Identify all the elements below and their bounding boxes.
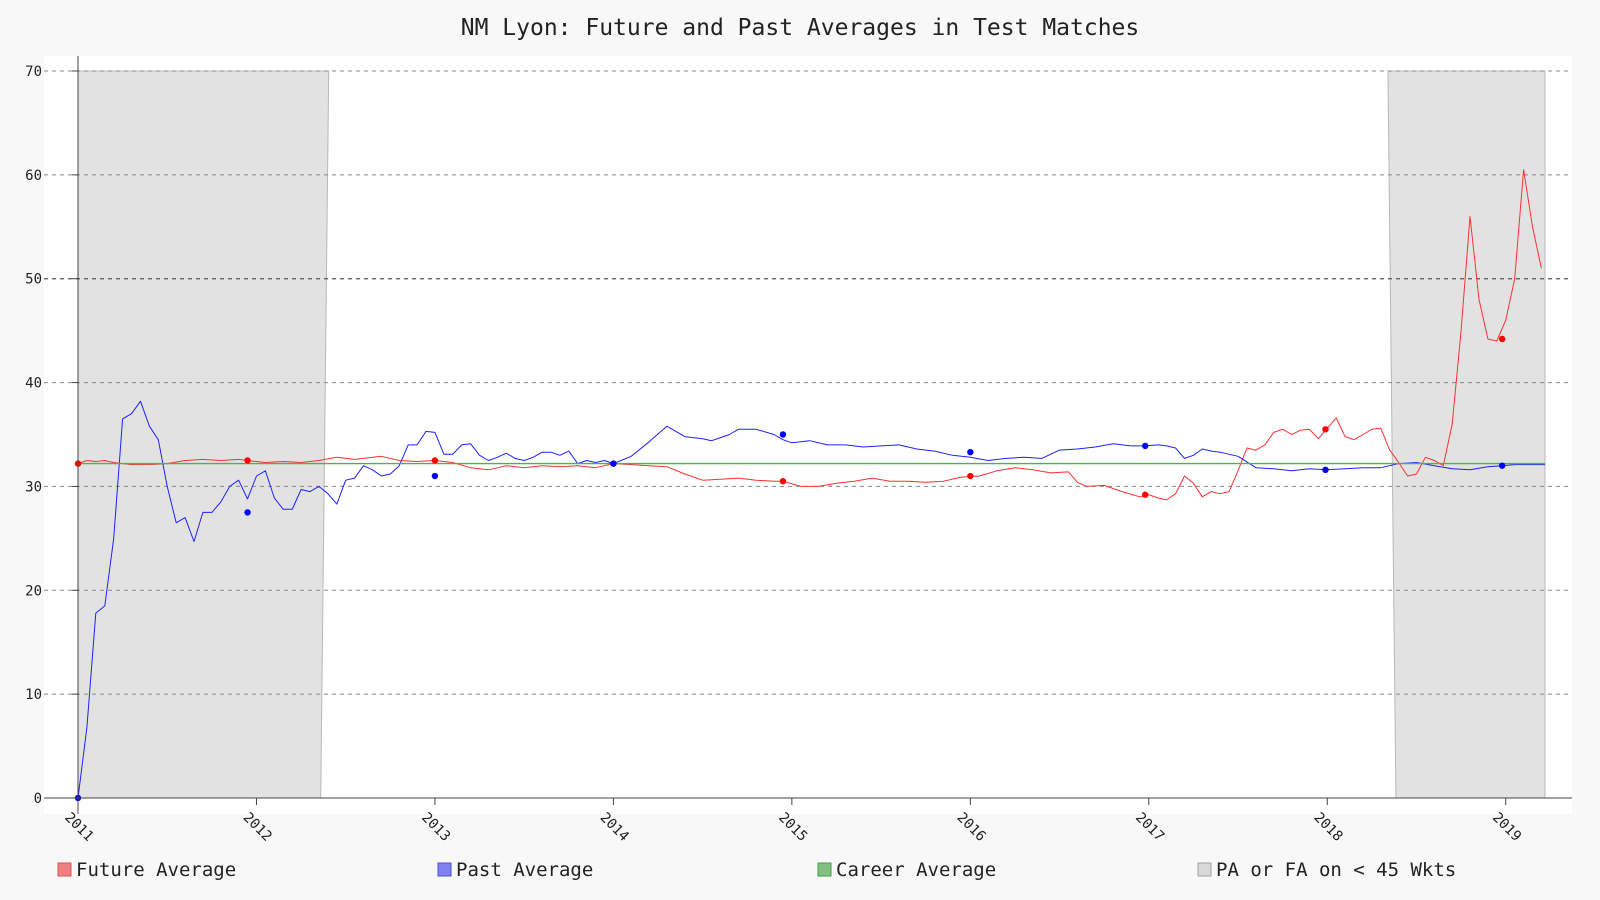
y-tick-label-50: 50 bbox=[25, 272, 42, 288]
shaded-region-1 bbox=[77, 70, 330, 799]
future-average-marker-3 bbox=[431, 457, 439, 464]
past-average-marker-7 bbox=[1142, 442, 1149, 450]
y-tick-label-10: 10 bbox=[25, 687, 42, 703]
series-lines bbox=[77, 169, 1545, 799]
past-average-line bbox=[77, 400, 1545, 799]
past-average-marker-5 bbox=[779, 431, 787, 438]
past-average-marker-3 bbox=[431, 472, 439, 480]
y-tick-label-30: 30 bbox=[25, 479, 42, 495]
y-tick-label-70: 70 bbox=[25, 64, 42, 80]
past-average-marker-6 bbox=[967, 448, 974, 456]
series-markers bbox=[74, 335, 1506, 802]
chart-title: NM Lyon: Future and Past Averages in Tes… bbox=[461, 15, 1140, 41]
past-average-marker-8 bbox=[1322, 466, 1329, 474]
legend-swatch-2 bbox=[437, 862, 452, 877]
past-average-marker-2 bbox=[244, 509, 251, 516]
legend-label-3: Career Average bbox=[836, 859, 996, 881]
legend-label-4: PA or FA on < 45 Wkts bbox=[1216, 859, 1456, 881]
future-average-marker-2 bbox=[244, 457, 251, 464]
y-tick-label-20: 20 bbox=[25, 583, 42, 599]
legend-label-1: Future Average bbox=[76, 859, 236, 881]
y-tick-label-0: 0 bbox=[34, 791, 42, 807]
future-average-line bbox=[77, 169, 1542, 501]
future-average-marker-6 bbox=[967, 472, 974, 480]
past-average-marker-9 bbox=[1498, 462, 1506, 469]
past-average-marker-4 bbox=[610, 460, 617, 467]
shaded-region-2 bbox=[1387, 70, 1546, 799]
future-average-marker-5 bbox=[779, 478, 787, 485]
legend: Future Average Past Average Career Average… bbox=[57, 859, 1456, 881]
legend-swatch-4 bbox=[1197, 862, 1212, 877]
future-average-marker-9 bbox=[1498, 335, 1506, 343]
legend-label-2: Past Average bbox=[456, 859, 593, 881]
y-tick-label-60: 60 bbox=[25, 168, 42, 184]
future-average-marker-7 bbox=[1142, 491, 1149, 498]
y-tick-label-40: 40 bbox=[25, 376, 42, 392]
future-average-marker-8 bbox=[1322, 426, 1329, 433]
legend-swatch-3 bbox=[817, 862, 832, 877]
y-axis-ticks: 0 10 20 30 40 50 60 70 bbox=[25, 64, 78, 807]
shaded-regions bbox=[77, 70, 1546, 799]
legend-swatch-1 bbox=[57, 862, 72, 877]
